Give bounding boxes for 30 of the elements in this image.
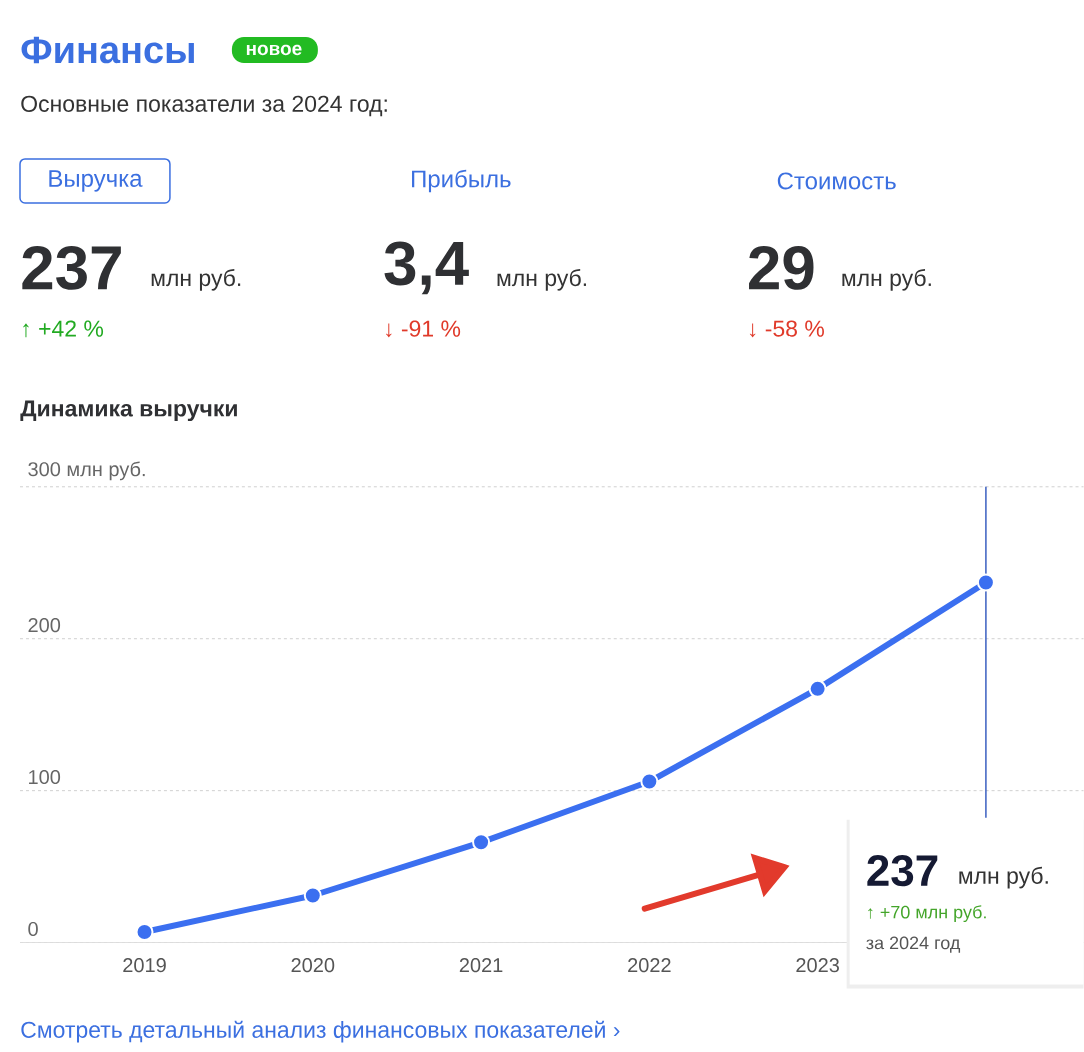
x-tick-label: 2019 [123, 958, 166, 973]
text: ↑ +42 % [23, 320, 104, 338]
y-tick-label: 300 млн руб. [28, 461, 145, 481]
text: ↓ -91 % [386, 320, 461, 338]
chart-title: Динамика выручки [20, 400, 237, 422]
y-tick-label: 100 [29, 770, 61, 785]
x-tick-label: 2022 [628, 958, 671, 973]
text: млн руб. [151, 269, 241, 291]
y-tick-label: 200 [28, 618, 61, 633]
annotation: 237 [867, 855, 938, 887]
x-tick-label: 2023 [796, 958, 839, 973]
x-tick-label: 2021 [459, 958, 503, 973]
x-tick-label: 2020 [291, 958, 335, 973]
text: новое [246, 45, 302, 56]
annotation: ↑ +70 млн руб. [868, 905, 986, 923]
annotation: за 2024 год [866, 936, 961, 953]
text: Прибыль [412, 169, 511, 193]
text: Смотреть детальный анализ финансовых показателей › [21, 1020, 620, 1043]
y-tick-label: 0 [28, 922, 38, 937]
text: Стоимость [777, 172, 896, 190]
text: 237 [22, 246, 121, 291]
text: Выручка [49, 170, 143, 192]
text: 29 [749, 246, 814, 291]
text: 3,4 [384, 241, 469, 295]
text: ↓ -58 % [749, 320, 824, 338]
annotation: млн руб. [959, 867, 1048, 889]
text: млн руб. [497, 269, 587, 291]
text: Основные показатели за 2024 год: [21, 95, 387, 117]
text: млн руб. [842, 269, 931, 291]
text: Финансы [21, 36, 194, 64]
